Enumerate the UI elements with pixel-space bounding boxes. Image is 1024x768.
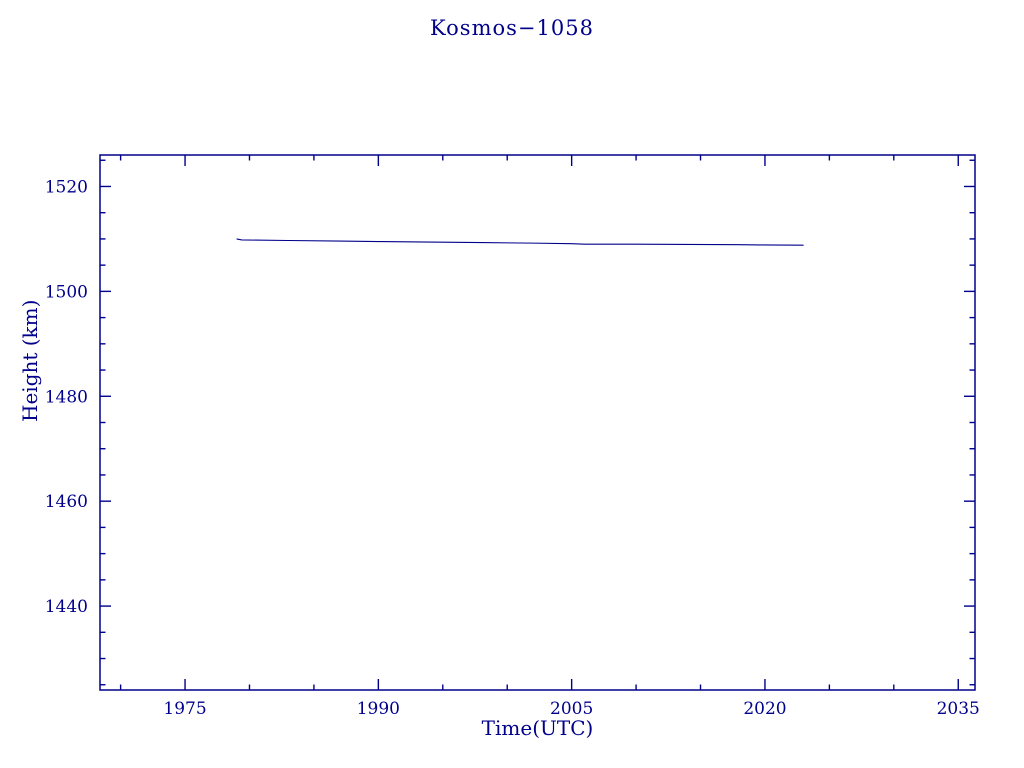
x-tick-label: 2020 [743, 699, 786, 719]
x-axis-label: Time(UTC) [481, 716, 594, 740]
x-tick-label: 1990 [357, 699, 400, 719]
plot-frame [99, 154, 976, 691]
y-tick-label: 1440 [45, 597, 88, 617]
data-line [236, 238, 804, 246]
y-tick-label: 1480 [45, 387, 88, 407]
y-tick-label: 1520 [45, 177, 88, 197]
x-tick-label: 1975 [163, 699, 206, 719]
chart-title: Kosmos−1058 [430, 16, 594, 40]
x-tick-label: 2005 [550, 699, 593, 719]
x-tick-label: 2035 [937, 699, 980, 719]
y-tick-label: 1460 [45, 492, 88, 512]
y-tick-label: 1500 [45, 282, 88, 302]
